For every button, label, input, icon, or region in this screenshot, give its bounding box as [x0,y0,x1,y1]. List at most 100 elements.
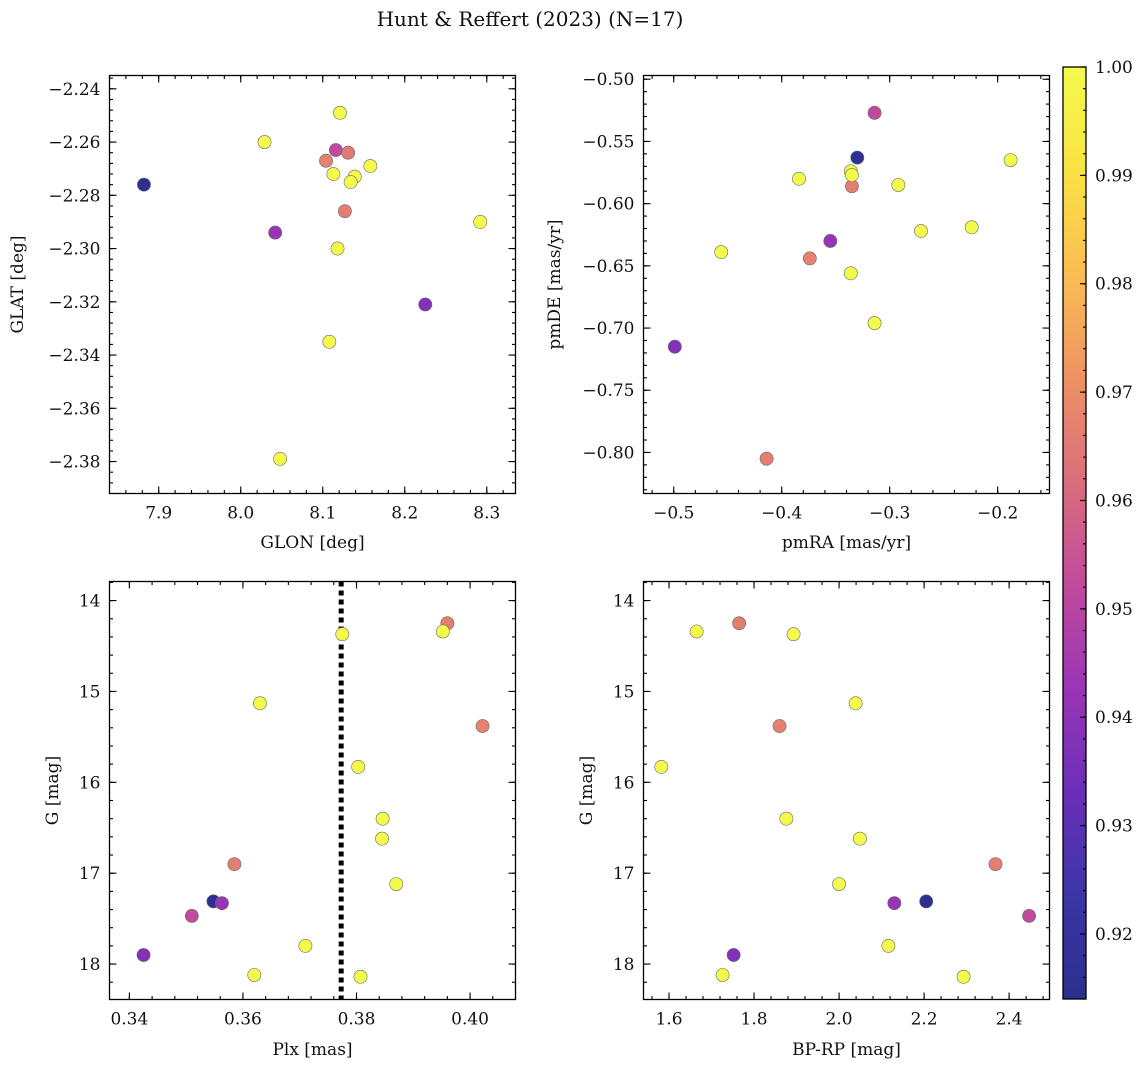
colorbar-tick-label: 0.96 [1095,491,1133,511]
data-point [215,896,229,911]
y-tick-label: 17 [613,864,635,884]
data-point [1003,153,1018,167]
data-point [867,316,882,330]
y-tick-label: −2.34 [48,346,100,366]
data-point [335,627,350,642]
y-tick-label: 18 [613,955,635,975]
y-tick-label: −0.50 [582,70,634,90]
colorbar-tick-label: 0.98 [1095,275,1133,295]
data-point [689,624,704,639]
y-tick-label: −2.36 [48,399,100,419]
x-tick-label: 0.40 [451,1010,489,1030]
x-tick-label: 8.0 [227,504,254,524]
x-tick-label: −0.5 [653,504,694,524]
data-point [759,451,774,466]
panel-bprp-g: 1.6 1.8 2.0 2.2 2.4 14 15 16 17 18 BP-RP [mag] G … [577,580,1051,1060]
data-point [802,251,817,266]
x-tick-label: 1.6 [655,1010,682,1030]
x-tick-label: 8.2 [391,504,418,524]
data-point [891,178,906,192]
colorbar-tick-label: 0.99 [1095,166,1133,186]
y-tick-label: 15 [613,682,635,702]
data-point [667,339,682,354]
data-point [956,969,971,984]
data-point [919,894,934,909]
y-axis-label: GLAT [deg] [8,235,28,333]
colorbar-tick-label: 0.94 [1095,708,1133,728]
data-point [844,168,859,182]
y-axis-label: pmDE [mas/yr] [545,219,565,349]
colorbar-tick-label: 1.00 [1095,58,1133,78]
data-point [353,969,368,984]
data-point [715,968,730,982]
data-point [435,624,450,639]
data-point [326,167,341,181]
data-point [867,105,882,120]
data-point [363,159,378,173]
x-tick-label: 0.38 [338,1010,376,1030]
data-point [184,909,199,923]
data-point [843,266,858,281]
y-tick-label: 16 [79,773,101,793]
x-tick-label: 2.0 [826,1010,853,1030]
data-point [850,150,865,165]
y-tick-label: 18 [79,955,101,975]
figure-title: Hunt & Reffert (2023) (N=17) [377,7,684,31]
x-axis-label: Plx [mas] [272,1040,352,1060]
data-point [848,696,863,711]
data-point [298,938,313,953]
colorbar-tick-label: 0.93 [1095,817,1133,837]
colorbar-gradient [1063,67,1086,999]
x-tick-label: 0.36 [224,1010,262,1030]
y-tick-label: −2.32 [48,293,100,313]
x-tick-label: 0.34 [110,1010,148,1030]
data-point [333,105,347,120]
y-tick-label: −0.55 [582,132,634,152]
data-point [322,334,337,349]
x-tick-label: −0.2 [977,504,1018,524]
x-tick-label: 8.1 [309,504,336,524]
y-tick-label: −0.80 [582,443,634,463]
panel-pmra-pmde: −0.5 −0.4 −0.3 −0.2 −0.80 −0.75 −0.70 −0.65 −0.6… [545,70,1051,553]
x-axis-label: pmRA [mas/yr] [782,533,911,553]
data-point [714,245,729,260]
data-point [337,204,352,219]
y-tick-label: −2.28 [48,186,100,206]
y-tick-label: −0.70 [582,319,634,339]
data-point [964,220,979,235]
y-tick-label: −0.75 [582,381,634,401]
data-point [852,831,867,846]
y-axis-label: G [mag] [577,756,597,825]
data-point [654,759,669,774]
data-point [772,719,787,733]
data-point [726,948,741,962]
data-point [341,145,356,160]
x-tick-label: 8.3 [473,504,500,524]
x-tick-label: 7.9 [145,504,172,524]
data-point [375,811,390,826]
y-tick-label: 14 [79,592,101,612]
data-point [351,759,366,774]
data-point [268,225,283,240]
plot-frame [642,74,1051,495]
colorbar-tick-label: 0.95 [1095,600,1133,620]
data-point [823,234,838,248]
data-point [343,175,358,189]
x-tick-label: 1.8 [741,1010,768,1030]
data-point [473,215,488,229]
colorbar-frame [1062,66,1087,1000]
data-point [319,153,333,168]
plot-frame [108,580,517,1001]
data-point [881,938,896,953]
data-point [227,857,242,872]
y-tick-label: −0.60 [582,195,634,215]
y-tick-label: 15 [79,682,101,702]
data-point [418,297,433,312]
data-point [914,224,928,238]
data-point [475,719,490,733]
colorbar-tick-label: 0.97 [1095,383,1133,403]
data-point [887,896,902,911]
colorbar: 0.92 0.93 0.94 0.95 0.96 0.97 0.98 0.99 1.00 [1062,58,1133,1000]
data-point [779,811,794,826]
y-tick-label: 17 [79,864,101,884]
